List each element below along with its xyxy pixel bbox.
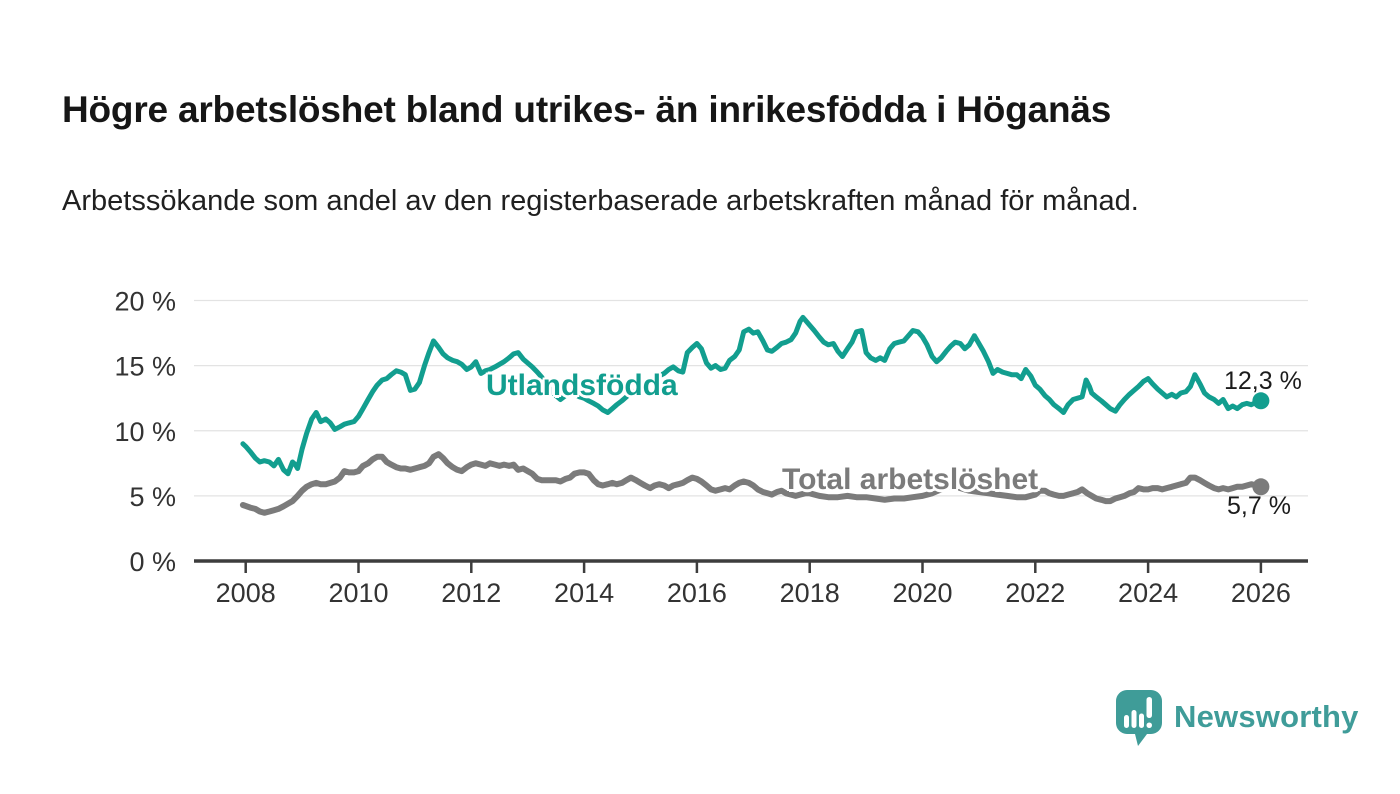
y-axis-tick-label: 10 % <box>114 417 176 447</box>
x-axis-tick-label: 2016 <box>667 578 727 608</box>
logo-bar-3 <box>1139 713 1144 728</box>
logo-bar-2 <box>1131 710 1137 728</box>
newsworthy-brand-text: Newsworthy <box>1174 699 1359 734</box>
x-axis-tick-label: 2008 <box>216 578 276 608</box>
logo-exclamation-stem <box>1146 697 1152 718</box>
x-axis-tick-label: 2020 <box>892 578 952 608</box>
logo-exclamation-dot <box>1146 722 1152 728</box>
series-end-dot-1 <box>1252 478 1270 496</box>
series-end-dot-0 <box>1252 392 1270 410</box>
chart-subtitle: Arbetssökande som andel av den registerb… <box>62 185 1139 217</box>
end-value-label-utlandsfodda: 12,3 % <box>1224 367 1302 395</box>
end-value-label-total: 5,7 % <box>1227 492 1291 520</box>
series-label-total-arbetsloshet: Total arbetslöshet <box>782 463 1039 496</box>
y-axis-tick-label: 5 % <box>129 482 176 512</box>
logo-bar-1 <box>1124 715 1129 728</box>
y-axis-tick-label: 15 % <box>114 352 176 382</box>
series-line-0 <box>240 314 1264 477</box>
y-axis-tick-label: 20 % <box>114 287 176 317</box>
x-axis-tick-label: 2010 <box>328 578 388 608</box>
series-line-1 <box>239 451 1264 516</box>
x-axis-tick-label: 2022 <box>1005 578 1065 608</box>
newsworthy-logo-icon <box>1116 690 1162 746</box>
series-label-utlandsfodda: Utlandsfödda <box>486 369 678 402</box>
x-axis-tick-label: 2012 <box>441 578 501 608</box>
x-axis-tick-label: 2014 <box>554 578 614 608</box>
newsworthy-brand: Newsworthy <box>1112 686 1359 748</box>
x-axis-tick-label: 2018 <box>780 578 840 608</box>
x-axis-tick-label: 2024 <box>1118 578 1178 608</box>
y-axis-tick-label: 0 % <box>129 547 176 577</box>
chart-title: Högre arbetslöshet bland utrikes- än inr… <box>62 88 1112 130</box>
x-axis-tick-label: 2026 <box>1231 578 1291 608</box>
